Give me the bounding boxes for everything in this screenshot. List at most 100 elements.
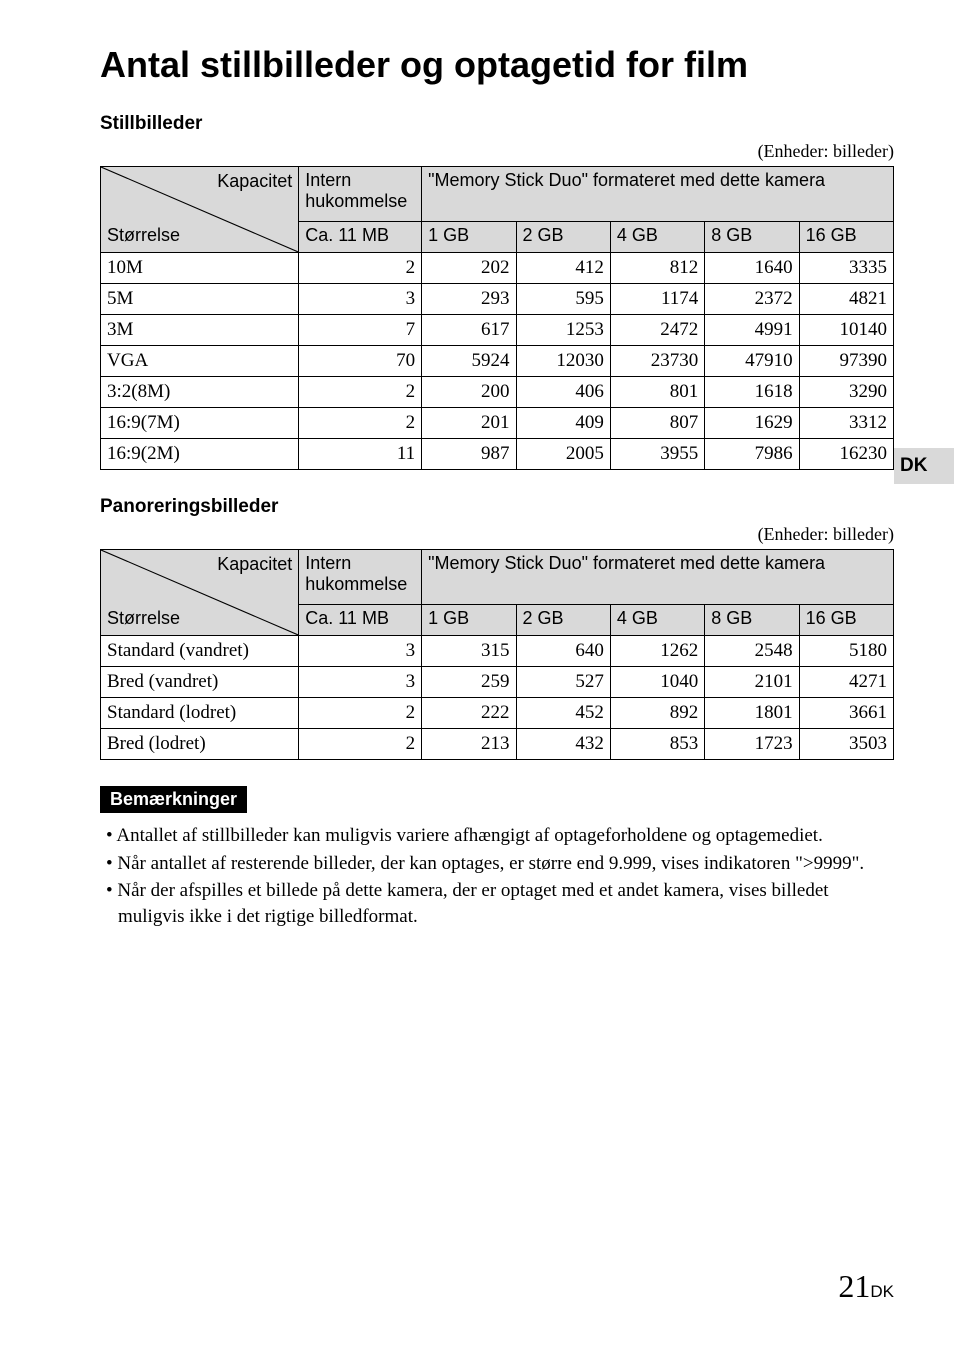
intern-cell: 2 bbox=[299, 408, 422, 439]
cap-col-4: 16 GB bbox=[799, 604, 893, 635]
table-row: 3M761712532472499110140 bbox=[101, 315, 894, 346]
intern-cell: 11 bbox=[299, 439, 422, 470]
cap-col-0: 1 GB bbox=[422, 221, 516, 252]
row-label-cell: Bred (lodret) bbox=[101, 729, 299, 760]
col-msd-header: "Memory Stick Duo" formateret med dette … bbox=[422, 550, 894, 605]
value-cell: 222 bbox=[422, 698, 516, 729]
diag-bottom-label: Størrelse bbox=[107, 225, 180, 246]
row-label-cell: 5M bbox=[101, 284, 299, 315]
cap-col-1: 2 GB bbox=[516, 221, 610, 252]
note-item: Når der afspilles et billede på dette ka… bbox=[100, 878, 894, 929]
value-cell: 2548 bbox=[705, 636, 799, 667]
value-cell: 3312 bbox=[799, 408, 893, 439]
row-label-cell: 16:9(7M) bbox=[101, 408, 299, 439]
table-row: Standard (vandret)3315640126225485180 bbox=[101, 636, 894, 667]
row-label-cell: Bred (vandret) bbox=[101, 667, 299, 698]
notes-title-tag: Bemærkninger bbox=[100, 786, 247, 813]
table-row: Bred (lodret)221343285317233503 bbox=[101, 729, 894, 760]
intern-cell: 2 bbox=[299, 698, 422, 729]
col-intern-header: Intern hukommelse bbox=[299, 167, 422, 222]
cap-col-1: 2 GB bbox=[516, 604, 610, 635]
col-msd-header: "Memory Stick Duo" formateret med dette … bbox=[422, 167, 894, 222]
intern-cell: 70 bbox=[299, 346, 422, 377]
language-side-tab: DK bbox=[894, 448, 954, 484]
value-cell: 315 bbox=[422, 636, 516, 667]
intern-cell: 2 bbox=[299, 253, 422, 284]
still-units-label: (Enheder: billeder) bbox=[100, 141, 894, 162]
intern-cell: 2 bbox=[299, 729, 422, 760]
diag-top-label: Kapacitet bbox=[217, 554, 292, 575]
value-cell: 10140 bbox=[799, 315, 893, 346]
value-cell: 7986 bbox=[705, 439, 799, 470]
value-cell: 5180 bbox=[799, 636, 893, 667]
value-cell: 409 bbox=[516, 408, 610, 439]
table-header-row: Kapacitet Størrelse Intern hukommelse "M… bbox=[101, 550, 894, 605]
value-cell: 97390 bbox=[799, 346, 893, 377]
intern-cell: 3 bbox=[299, 636, 422, 667]
page-number-suffix: DK bbox=[870, 1282, 894, 1301]
row-label-cell: Standard (vandret) bbox=[101, 636, 299, 667]
value-cell: 5924 bbox=[422, 346, 516, 377]
value-cell: 23730 bbox=[610, 346, 704, 377]
table-row: Bred (vandret)3259527104021014271 bbox=[101, 667, 894, 698]
table-row: VGA70592412030237304791097390 bbox=[101, 346, 894, 377]
value-cell: 1723 bbox=[705, 729, 799, 760]
col-intern-sub: Ca. 11 MB bbox=[299, 221, 422, 252]
row-label-cell: 16:9(2M) bbox=[101, 439, 299, 470]
value-cell: 3661 bbox=[799, 698, 893, 729]
value-cell: 807 bbox=[610, 408, 704, 439]
row-label-cell: Standard (lodret) bbox=[101, 698, 299, 729]
value-cell: 527 bbox=[516, 667, 610, 698]
intern-cell: 3 bbox=[299, 667, 422, 698]
value-cell: 406 bbox=[516, 377, 610, 408]
cap-col-2: 4 GB bbox=[610, 221, 704, 252]
table-row: Standard (lodret)222245289218013661 bbox=[101, 698, 894, 729]
table-row: 5M3293595117423724821 bbox=[101, 284, 894, 315]
value-cell: 617 bbox=[422, 315, 516, 346]
value-cell: 853 bbox=[610, 729, 704, 760]
still-section-title: Stillbilleder bbox=[100, 113, 894, 135]
intern-cell: 2 bbox=[299, 377, 422, 408]
value-cell: 640 bbox=[516, 636, 610, 667]
value-cell: 892 bbox=[610, 698, 704, 729]
cap-col-3: 8 GB bbox=[705, 221, 799, 252]
note-item: Når antallet af resterende billeder, der… bbox=[100, 851, 894, 877]
value-cell: 1640 bbox=[705, 253, 799, 284]
value-cell: 1618 bbox=[705, 377, 799, 408]
value-cell: 1262 bbox=[610, 636, 704, 667]
diag-top-label: Kapacitet bbox=[217, 171, 292, 192]
cap-col-2: 4 GB bbox=[610, 604, 704, 635]
col-intern-header: Intern hukommelse bbox=[299, 550, 422, 605]
value-cell: 2372 bbox=[705, 284, 799, 315]
value-cell: 2101 bbox=[705, 667, 799, 698]
notes-list: Antallet af stillbilleder kan muligvis v… bbox=[100, 823, 894, 930]
value-cell: 213 bbox=[422, 729, 516, 760]
value-cell: 4271 bbox=[799, 667, 893, 698]
diag-bottom-label: Størrelse bbox=[107, 608, 180, 629]
row-label-cell: 3M bbox=[101, 315, 299, 346]
pano-units-label: (Enheder: billeder) bbox=[100, 524, 894, 545]
table-row: 10M220241281216403335 bbox=[101, 253, 894, 284]
page-title: Antal stillbilleder og optagetid for fil… bbox=[100, 42, 894, 87]
value-cell: 200 bbox=[422, 377, 516, 408]
value-cell: 12030 bbox=[516, 346, 610, 377]
diagonal-header-cell: Kapacitet Størrelse bbox=[101, 167, 299, 253]
value-cell: 3955 bbox=[610, 439, 704, 470]
intern-cell: 3 bbox=[299, 284, 422, 315]
row-label-cell: VGA bbox=[101, 346, 299, 377]
value-cell: 595 bbox=[516, 284, 610, 315]
row-label-cell: 10M bbox=[101, 253, 299, 284]
still-table: Kapacitet Størrelse Intern hukommelse "M… bbox=[100, 166, 894, 470]
value-cell: 47910 bbox=[705, 346, 799, 377]
table-row: 16:9(7M)220140980716293312 bbox=[101, 408, 894, 439]
intern-cell: 7 bbox=[299, 315, 422, 346]
value-cell: 259 bbox=[422, 667, 516, 698]
table-row: 3:2(8M)220040680116183290 bbox=[101, 377, 894, 408]
value-cell: 4991 bbox=[705, 315, 799, 346]
value-cell: 987 bbox=[422, 439, 516, 470]
note-item: Antallet af stillbilleder kan muligvis v… bbox=[100, 823, 894, 849]
value-cell: 1174 bbox=[610, 284, 704, 315]
diagonal-header-cell: Kapacitet Størrelse bbox=[101, 550, 299, 636]
value-cell: 16230 bbox=[799, 439, 893, 470]
table-row: 16:9(2M)1198720053955798616230 bbox=[101, 439, 894, 470]
